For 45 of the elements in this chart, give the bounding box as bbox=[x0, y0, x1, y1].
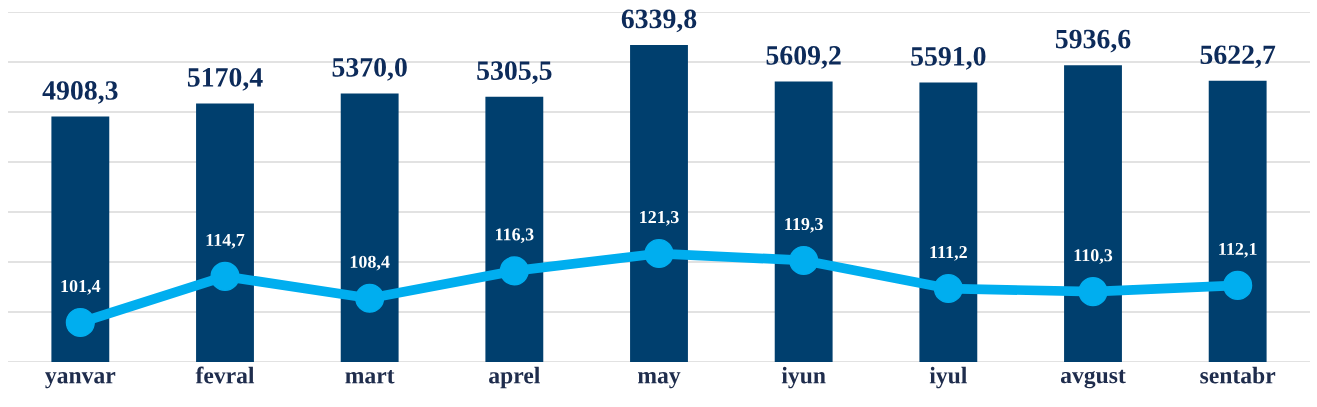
point bbox=[933, 273, 963, 304]
point bbox=[210, 261, 240, 291]
point bbox=[1223, 270, 1253, 300]
point bbox=[789, 245, 819, 276]
x-tick-label: mart bbox=[345, 369, 395, 384]
data-label: 114,7 bbox=[206, 233, 245, 249]
x-tick-label: fevral bbox=[195, 366, 255, 384]
data-label: 5622,7 bbox=[1200, 45, 1276, 69]
point bbox=[65, 307, 95, 338]
bar bbox=[340, 93, 399, 362]
bar bbox=[919, 82, 978, 362]
data-label: 111,2 bbox=[930, 246, 967, 261]
bar bbox=[1208, 80, 1267, 362]
data-label: 4908,3 bbox=[42, 81, 118, 104]
point bbox=[1078, 277, 1108, 307]
data-label: 108,4 bbox=[350, 255, 390, 271]
data-label: 101,4 bbox=[61, 279, 101, 295]
x-tick-label: aprel bbox=[489, 366, 540, 389]
data-label: 121,3 bbox=[640, 211, 679, 226]
bar bbox=[1064, 65, 1122, 362]
data-label: 5936,6 bbox=[1055, 29, 1131, 53]
bar bbox=[196, 103, 254, 362]
x-tick-label: avgust bbox=[1060, 369, 1126, 389]
x-tick-label: may bbox=[638, 372, 681, 389]
x-tick-label: yanvar bbox=[45, 372, 116, 389]
data-label: 110,3 bbox=[1074, 249, 1113, 264]
data-label: 5305,5 bbox=[477, 61, 552, 84]
data-label: 112,1 bbox=[1219, 242, 1257, 258]
point bbox=[644, 238, 674, 269]
x-tick-label: iyun bbox=[781, 366, 826, 389]
x-tick-label: sentabr bbox=[1200, 366, 1276, 384]
data-label: 5170,4 bbox=[187, 67, 263, 91]
data-label: 6339,8 bbox=[621, 9, 697, 33]
data-label: 5591,0 bbox=[911, 46, 986, 70]
bar bbox=[485, 96, 544, 362]
data-label: 116,3 bbox=[495, 228, 534, 244]
point bbox=[355, 283, 385, 313]
bar bbox=[630, 45, 688, 362]
bar bbox=[774, 81, 833, 362]
data-label: 5609,2 bbox=[766, 46, 841, 69]
bar bbox=[51, 116, 110, 362]
point bbox=[499, 256, 529, 286]
data-label: 119,3 bbox=[785, 217, 823, 233]
x-tick-label: iyul bbox=[929, 366, 967, 389]
data-label: 5370,0 bbox=[332, 58, 407, 81]
